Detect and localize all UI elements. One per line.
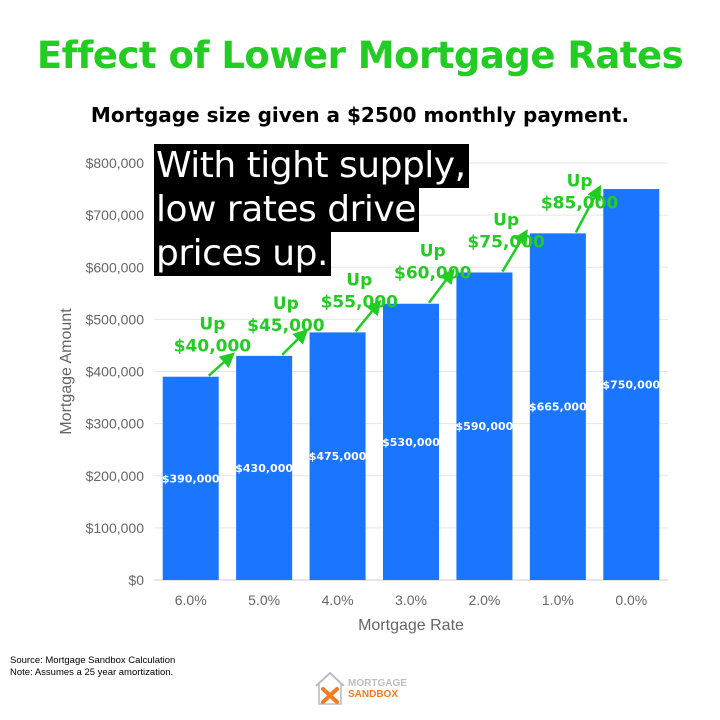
increase-label-up: Up [567,171,593,191]
x-axis-title: Mortgage Rate [358,617,464,634]
increase-arrow [501,229,528,273]
data-label: $475,000 [309,450,367,463]
bar [456,272,513,580]
y-tick-label: $700,000 [86,207,145,223]
y-tick-label: $0 [128,572,144,588]
logo-line-2: SANDBOX [348,689,399,700]
x-tick-label: 3.0% [395,592,427,608]
increase-arrow [354,299,382,333]
data-label: $665,000 [529,401,587,414]
increase-label-amount: $55,000 [321,292,399,312]
x-tick-label: 4.0% [322,592,354,608]
increase-label-up: Up [493,210,519,230]
bar [236,355,293,580]
increase-label-up: Up [199,315,225,335]
chart-title: Effect of Lower Mortgage Rates [36,34,684,77]
source-note: Source: Mortgage Sandbox Calculation [10,655,176,666]
logo-line-1: MORTGAGE [348,678,407,689]
callout-line: prices up. [154,232,331,276]
increase-arrow [574,184,602,233]
callout-box: With tight supply, low rates drive price… [154,144,469,276]
increase-arrow [207,352,235,377]
bar [162,376,219,580]
data-label: $530,000 [382,436,440,449]
x-tick-label: 2.0% [468,592,500,608]
chart-subtitle: Mortgage size given a $2500 monthly paym… [90,103,630,127]
data-label: $390,000 [162,472,220,485]
bar [309,332,366,580]
callout-line: low rates drive [154,188,419,232]
x-tick-label: 1.0% [542,592,574,608]
bar [603,189,660,580]
increase-label-up: Up [346,270,372,290]
mortgage-sandbox-logo: MORTGAGE SANDBOX [312,664,422,708]
data-label: $590,000 [456,420,514,433]
increase-label-up: Up [420,242,446,262]
y-tick-label: $200,000 [86,468,145,484]
data-label: $430,000 [235,462,293,475]
assumption-note: Note: Assumes a 25 year amortization. [10,667,174,678]
x-tick-label: 5.0% [248,592,280,608]
increase-label-amount: $60,000 [394,264,472,284]
increase-arrow [281,328,309,356]
y-tick-label: $100,000 [86,520,145,536]
data-label: $750,000 [602,379,660,392]
bar [529,233,586,580]
y-tick-label: $300,000 [86,416,145,432]
y-tick-label: $400,000 [86,364,145,380]
footer-notes: Source: Mortgage Sandbox Calculation Not… [10,655,175,679]
y-tick-label: $800,000 [86,155,145,171]
y-tick-label: $500,000 [86,311,145,327]
bar [383,303,439,580]
increase-label-amount: $85,000 [541,193,619,213]
increase-label-amount: $40,000 [174,337,252,357]
callout-line: With tight supply, [154,144,469,188]
increase-arrow [427,268,455,304]
x-tick-label: 6.0% [175,592,207,608]
increase-label-up: Up [273,294,299,314]
x-tick-label: 0.0% [615,592,647,608]
increase-label-amount: $75,000 [467,232,545,252]
y-tick-label: $600,000 [86,259,145,275]
y-axis-title: Mortgage Amount [58,308,75,435]
house-icon [315,671,345,705]
increase-label-amount: $45,000 [247,316,325,336]
